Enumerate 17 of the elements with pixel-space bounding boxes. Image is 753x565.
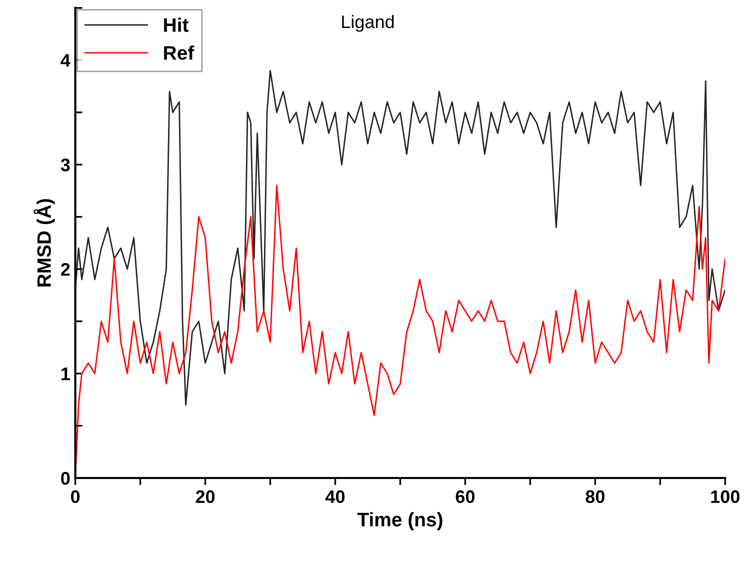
x-tick-label: 60 [456, 490, 475, 504]
legend-label: Hit [164, 18, 188, 32]
x-tick-label: 40 [325, 490, 345, 504]
x-tick-label: 0 [70, 490, 80, 504]
x-tick-label: 100 [711, 490, 740, 504]
y-tick-label: 1 [62, 368, 70, 380]
y-tick-label: 2 [61, 263, 70, 276]
x-tick-label: 80 [586, 490, 604, 504]
y-tick-label: 4 [60, 54, 70, 67]
chart-title: Ligand [342, 14, 394, 32]
y-axis-title: RMSD (Å) [34, 199, 55, 286]
y-tick-label: 3 [60, 158, 70, 172]
x-axis-title: Time (ns) [357, 512, 442, 530]
line-series [75, 70, 726, 406]
legend-label: Ref [164, 45, 194, 60]
y-tick-label: 0 [61, 472, 70, 485]
x-tick-label: 20 [196, 490, 215, 504]
